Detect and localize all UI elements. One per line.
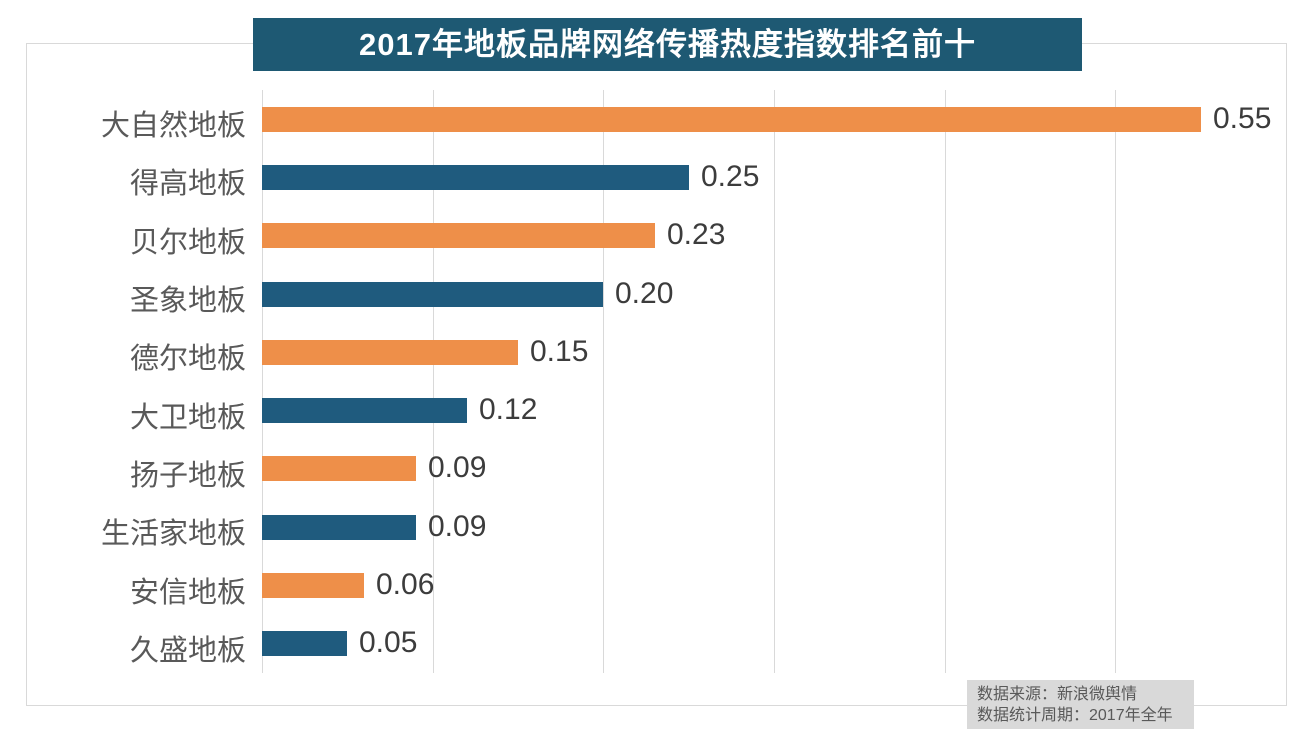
category-label: 圣象地板 bbox=[129, 285, 246, 318]
chart-title: 2017年地板品牌网络传播热度指数排名前十 bbox=[253, 18, 1082, 71]
bar-row: 扬子地板 0.09 bbox=[130, 440, 1286, 498]
value-label: 0.15 bbox=[530, 334, 589, 368]
gridline bbox=[1115, 90, 1116, 673]
bar bbox=[262, 631, 347, 657]
gridline bbox=[433, 90, 434, 673]
value-label: 0.05 bbox=[359, 626, 418, 660]
bar-row: 生活家地板 0.09 bbox=[101, 498, 1286, 556]
bar-row: 久盛地板 0.05 bbox=[130, 615, 1286, 673]
value-label: 0.06 bbox=[376, 568, 435, 602]
bar bbox=[262, 164, 689, 190]
bar-row: 大自然地板 0.55 bbox=[101, 90, 1286, 148]
value-label: 0.55 bbox=[1213, 101, 1272, 135]
chart-frame bbox=[26, 43, 1287, 706]
bar bbox=[262, 281, 603, 307]
source-line-1: 数据来源：新浪微舆情 bbox=[977, 686, 1138, 703]
bar bbox=[262, 339, 518, 365]
category-label: 贝尔地板 bbox=[129, 226, 246, 259]
bar-row: 贝尔地板 0.23 bbox=[130, 207, 1286, 265]
bar-row: 安信地板 0.06 bbox=[130, 556, 1286, 614]
gridline bbox=[1286, 90, 1287, 673]
gridline bbox=[603, 90, 604, 673]
gridline bbox=[262, 90, 263, 673]
bar bbox=[262, 573, 364, 599]
category-label: 大卫地板 bbox=[129, 401, 246, 434]
bar bbox=[262, 223, 655, 249]
value-label: 0.23 bbox=[667, 218, 726, 252]
value-label: 0.09 bbox=[428, 509, 487, 543]
bar bbox=[262, 456, 416, 482]
category-label: 扬子地板 bbox=[129, 459, 246, 492]
category-label: 德尔地板 bbox=[129, 343, 246, 376]
bar bbox=[262, 398, 467, 424]
value-label: 0.20 bbox=[615, 276, 674, 310]
bar bbox=[262, 106, 1201, 132]
value-label: 0.09 bbox=[428, 451, 487, 485]
value-label: 0.12 bbox=[479, 393, 538, 427]
bar bbox=[262, 514, 416, 540]
category-label: 生活家地板 bbox=[100, 518, 246, 551]
category-label: 大自然地板 bbox=[100, 110, 246, 143]
source-note-box: 数据来源：新浪微舆情 数据统计周期：2017年全年 bbox=[967, 680, 1194, 729]
bar-row: 德尔地板 0.15 bbox=[130, 323, 1286, 381]
category-label: 得高地板 bbox=[129, 168, 246, 201]
gridline bbox=[774, 90, 775, 673]
bar-row: 圣象地板 0.20 bbox=[130, 265, 1286, 323]
gridline bbox=[945, 90, 946, 673]
plot-area: 大自然地板 0.55 得高地板 0.25 贝尔地板 0.23 圣象地板 0.20 德尔地板 0.1… bbox=[101, 90, 1287, 673]
bar-row: 大卫地板 0.12 bbox=[130, 382, 1286, 440]
source-line-2: 数据统计周期：2017年全年 bbox=[977, 707, 1173, 724]
bar-row: 得高地板 0.25 bbox=[130, 148, 1286, 206]
category-label: 久盛地板 bbox=[129, 634, 246, 667]
value-label: 0.25 bbox=[701, 159, 760, 193]
category-label: 安信地板 bbox=[129, 576, 246, 609]
